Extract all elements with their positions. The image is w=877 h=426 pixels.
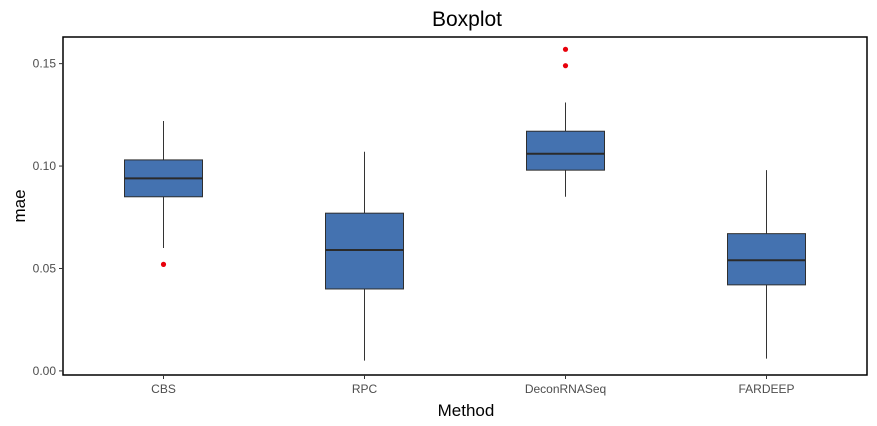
y-tick-label: 0.00 xyxy=(33,364,57,378)
box-RPC xyxy=(325,151,404,361)
x-tick-label: DeconRNASeq xyxy=(525,382,606,396)
x-tick-label: RPC xyxy=(352,382,378,396)
plot-panel xyxy=(62,36,868,376)
x-axis-title: Method xyxy=(438,401,495,420)
boxes-layer xyxy=(124,46,806,361)
box-FARDEEP xyxy=(727,170,806,359)
outlier-point xyxy=(562,46,569,52)
chart-title: Boxplot xyxy=(432,8,502,31)
x-tick-label: FARDEEP xyxy=(738,382,794,396)
y-tick-label: 0.10 xyxy=(33,159,57,173)
x-tick-label: CBS xyxy=(151,382,176,396)
box-iqr xyxy=(727,233,806,286)
box-DeconRNASeq xyxy=(526,46,605,197)
y-tick-label: 0.05 xyxy=(33,261,57,275)
y-axis: 0.00 0.05 0.10 0.15 xyxy=(33,57,63,378)
box-CBS xyxy=(124,120,203,267)
y-axis-title: mae xyxy=(10,189,29,222)
x-axis: CBS RPC DeconRNASeq FARDEEP xyxy=(151,375,795,396)
box-iqr xyxy=(526,130,605,171)
box-iqr xyxy=(325,212,404,290)
y-tick-label: 0.15 xyxy=(33,57,57,71)
outlier-point xyxy=(562,63,569,69)
outlier-point xyxy=(160,261,167,267)
